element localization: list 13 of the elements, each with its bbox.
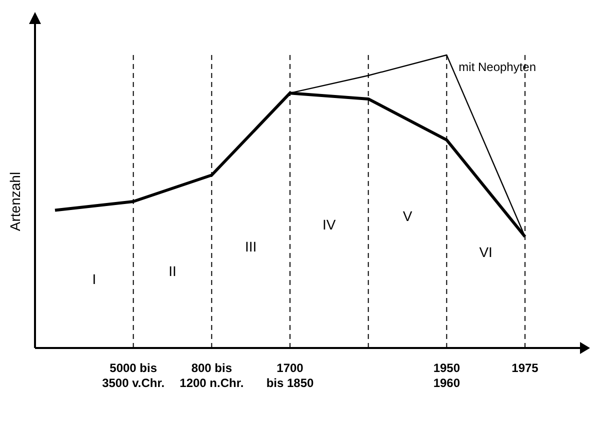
annotation: III [244, 238, 257, 255]
x-tick-label: 5000 bis 3500 v.Chr. [102, 361, 165, 390]
x-tick-label: 800 bis 1200 n.Chr. [180, 361, 244, 390]
annotation: II [168, 263, 176, 280]
annotation: VI [479, 244, 492, 260]
y-axis-title: Artenzahl [7, 172, 23, 232]
x-tick-label: 1700 bis 1850 [266, 361, 314, 390]
x-tick-label: 1950 1960 [433, 361, 460, 390]
series-label: mit Neophyten [458, 60, 536, 74]
annotation: I [92, 271, 96, 288]
annotation: V [402, 208, 413, 224]
annotation: IV [322, 216, 336, 232]
x-tick-label: 1975 [512, 361, 539, 375]
